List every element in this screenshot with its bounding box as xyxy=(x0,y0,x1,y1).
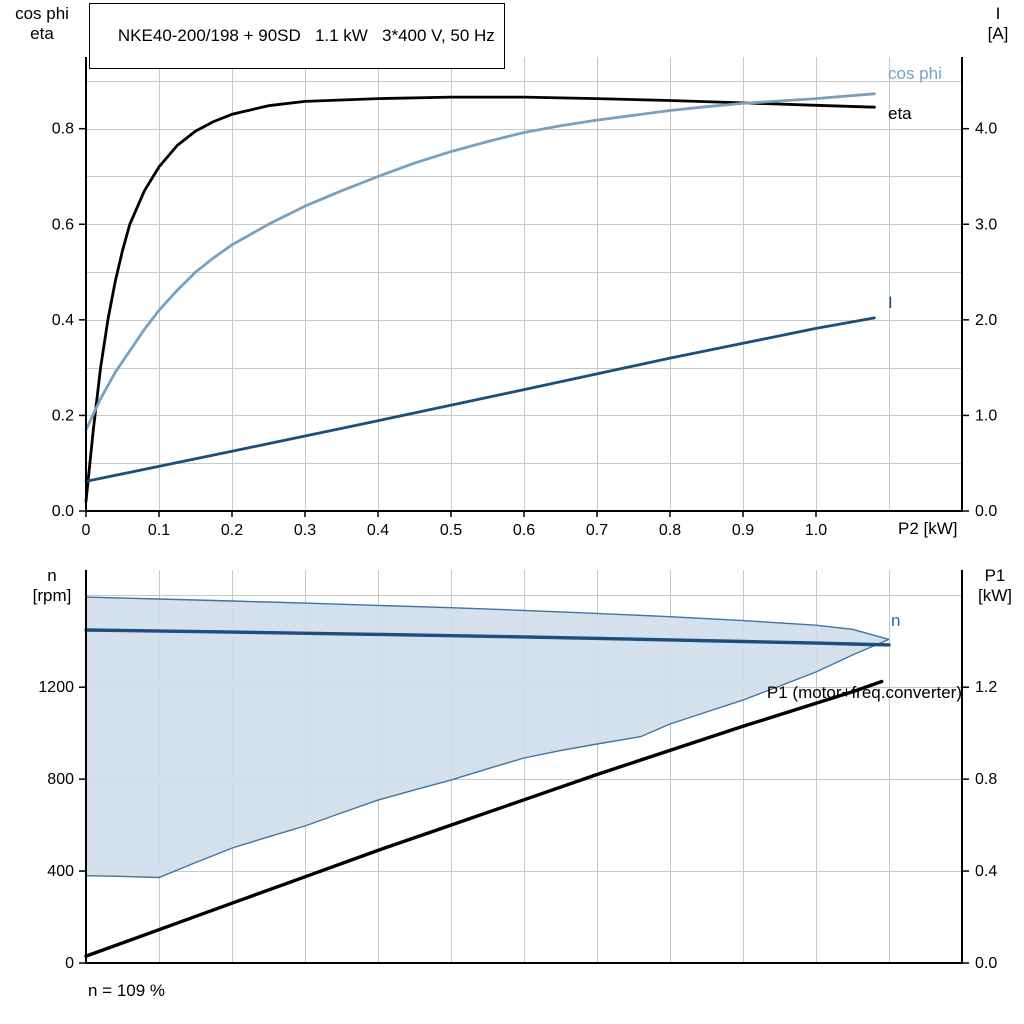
top-left-axis-title: cos phi eta xyxy=(4,4,80,44)
axes xyxy=(85,570,963,964)
y-left-tick-label: 800 xyxy=(47,771,74,788)
x-tick-label: 0 xyxy=(82,522,91,539)
tick-labels: 0.0 0.2 0.4 0.6 0.8 0.0 1.0 2.0 3.0 4.0 0 0.1 0.2 0.3… xyxy=(52,121,998,539)
current-curve-label: I xyxy=(888,293,893,312)
tick-marks xyxy=(79,127,969,517)
y-left-tick-label: 400 xyxy=(47,863,74,880)
bottom-left-axis-title: n [rpm] xyxy=(18,566,86,606)
i-curve xyxy=(84,316,876,483)
y-right-tick-label: 3.0 xyxy=(975,216,997,233)
bottom-right-axis-title: P1 [kW] xyxy=(968,566,1022,606)
axis-title-kw-unit: [kW] xyxy=(978,586,1012,605)
axis-title-cos-phi: cos phi xyxy=(15,4,69,23)
x-tick-label: 0.5 xyxy=(440,522,462,539)
y-right-tick-label: 0.0 xyxy=(975,955,997,972)
y-right-tick-label: 1.0 xyxy=(975,407,997,424)
speed-range-upper-edge xyxy=(85,596,890,641)
speed-percentage-annotation: n = 109 % xyxy=(88,981,166,1000)
x-tick-label: 0.1 xyxy=(148,522,170,539)
y-right-tick-label: 0.8 xyxy=(975,771,997,788)
y-left-tick-label: 0.4 xyxy=(52,312,74,329)
chart-title-box: NKE40-200/198 + 90SD 1.1 kW 3*400 V, 50 … xyxy=(89,3,505,69)
x-tick-label: 0.2 xyxy=(221,522,243,539)
eta-curve xyxy=(84,95,876,503)
axis-title-rpm-unit: [rpm] xyxy=(32,586,72,605)
gridlines xyxy=(86,57,962,511)
y-right-tick-label: 4.0 xyxy=(975,121,997,138)
y-right-tick-label: 2.0 xyxy=(975,312,997,329)
cos-phi-curve-label: cos phi xyxy=(888,64,942,83)
speed-range-band xyxy=(86,597,889,878)
y-left-tick-label: 0.2 xyxy=(52,407,74,424)
axis-title-ampere-unit: [A] xyxy=(987,24,1009,43)
y-right-tick-label: 1.2 xyxy=(975,679,997,696)
x-tick-label: 1.0 xyxy=(805,522,827,539)
x-tick-label: 0.4 xyxy=(367,522,389,539)
y-left-tick-label: 1200 xyxy=(38,679,74,696)
eta-curve-label: eta xyxy=(888,104,912,123)
y-left-tick-label: 0.0 xyxy=(52,503,74,520)
x-tick-label: 0.9 xyxy=(732,522,754,539)
axis-title-eta: eta xyxy=(30,24,54,43)
chart-title: NKE40-200/198 + 90SD 1.1 kW 3*400 V, 50 … xyxy=(117,26,495,45)
y-right-tick-label: 0.0 xyxy=(975,503,997,520)
speed-curve-label: n xyxy=(891,611,901,630)
axis-title-speed: n xyxy=(47,566,57,585)
speed-range-lower-edge xyxy=(85,638,890,879)
axis-title-current: I xyxy=(995,4,1001,23)
n-curve xyxy=(84,628,891,647)
cos-phi-curve xyxy=(84,92,876,432)
x-tick-label: 0.3 xyxy=(294,522,316,539)
x-axis-title: P2 [kW] xyxy=(898,519,958,538)
y-right-tick-label: 0.4 xyxy=(975,863,997,880)
tick-labels: 0 400 800 1200 0.0 0.4 0.8 1.2 xyxy=(38,679,997,972)
top-right-axis-title: I [A] xyxy=(974,4,1022,44)
y-left-tick-label: 0.8 xyxy=(52,121,74,138)
axis-title-p1: P1 xyxy=(984,566,1006,585)
x-tick-label: 0.7 xyxy=(586,522,608,539)
p1-curve-label: P1 (motor+freq.converter) xyxy=(766,683,962,702)
y-left-tick-label: 0.6 xyxy=(52,216,74,233)
p1-motor-freq-converter-curve xyxy=(84,679,884,958)
x-tick-label: 0.6 xyxy=(513,522,535,539)
y-left-tick-label: 0 xyxy=(65,955,74,972)
x-tick-label: 0.8 xyxy=(659,522,681,539)
tick-marks xyxy=(79,686,969,964)
